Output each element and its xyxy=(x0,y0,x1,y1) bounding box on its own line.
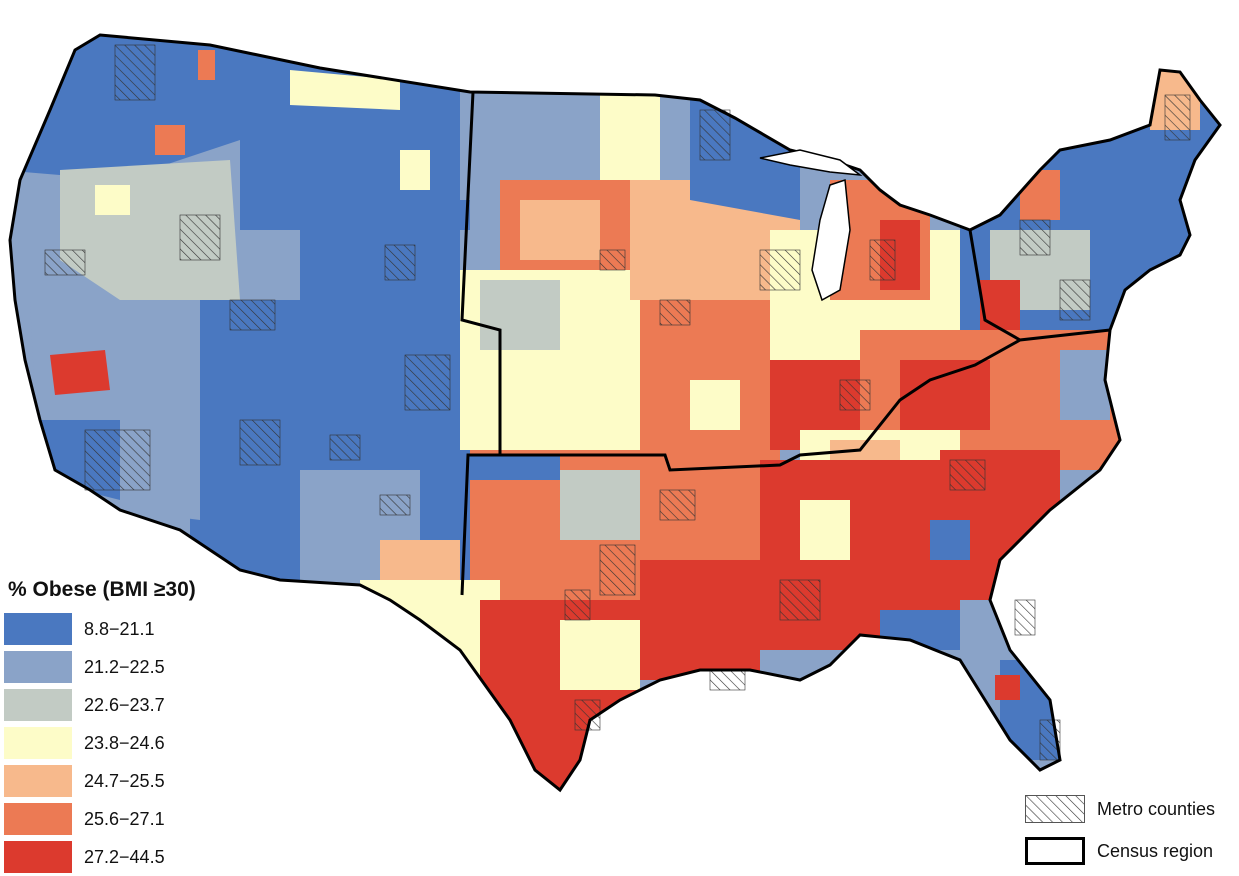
legend-label: 25.6−27.1 xyxy=(84,808,165,829)
region-legend-label: Census region xyxy=(1097,840,1214,861)
legend-item: 22.6−23.7 xyxy=(4,686,234,724)
metro-legend-item: Metro counties xyxy=(1025,788,1237,830)
legend-swatch xyxy=(4,613,72,645)
legend-swatch xyxy=(4,689,72,721)
legend-swatch xyxy=(4,727,72,759)
legend-label: 21.2−22.5 xyxy=(84,656,165,677)
legend-swatch xyxy=(4,803,72,835)
census-region-boundaries xyxy=(460,91,1111,596)
metro-county-hatching xyxy=(44,44,1191,761)
legend-label: 23.8−24.6 xyxy=(84,732,165,753)
us-outline xyxy=(8,33,1222,793)
overlay-legend: Metro counties Census region xyxy=(1025,788,1237,872)
legend-label: 27.2−44.5 xyxy=(84,846,165,867)
legend-swatch xyxy=(4,841,72,873)
metro-legend-label: Metro counties xyxy=(1097,798,1216,819)
region-outline-swatch xyxy=(1025,837,1085,865)
legend-label: 22.6−23.7 xyxy=(84,694,165,715)
region-legend-item: Census region xyxy=(1025,830,1237,872)
legend-label: 24.7−25.5 xyxy=(84,770,165,791)
lake-superior xyxy=(759,149,863,177)
legend-item: 23.8−24.6 xyxy=(4,724,234,762)
legend-swatch xyxy=(4,765,72,797)
legend-item: 27.2−44.5 xyxy=(4,838,234,876)
lake-michigan xyxy=(811,178,851,302)
legend-label: 8.8−21.1 xyxy=(84,618,155,639)
legend-item: 24.7−25.5 xyxy=(4,762,234,800)
legend-item: 8.8−21.1 xyxy=(4,610,234,648)
legend-item: 25.6−27.1 xyxy=(4,800,234,838)
obesity-legend: % Obese (BMI ≥30) 8.8−21.1 21.2−22.5 22.… xyxy=(4,578,234,876)
legend-title: % Obese (BMI ≥30) xyxy=(8,578,196,601)
legend-item: 21.2−22.5 xyxy=(4,648,234,686)
metro-hatch-swatch xyxy=(1025,795,1085,823)
legend-swatch xyxy=(4,651,72,683)
